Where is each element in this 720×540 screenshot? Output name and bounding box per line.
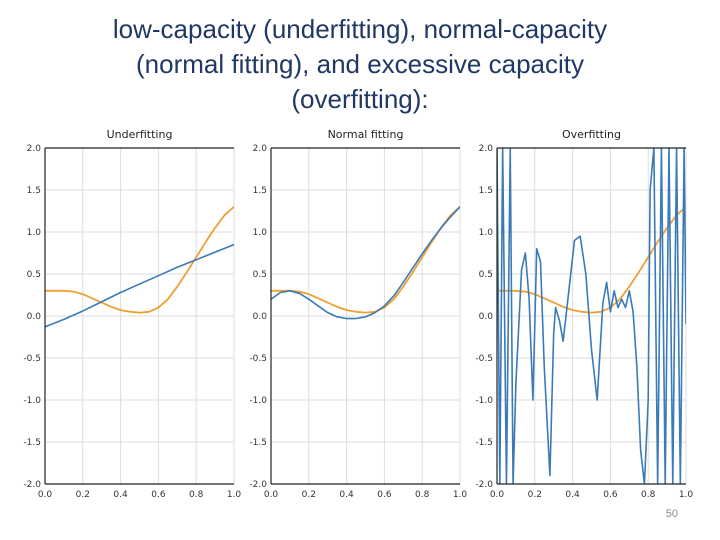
chart-normal-fitting: Normal fitting 2.0 1.5 1.0 0.5 0.0 -0.5 -1.0 -1.… [249, 128, 467, 500]
x-tick-label: 0.8 [415, 490, 430, 500]
x-tick-label: 0.6 [151, 490, 166, 500]
x-tick-label: 0.6 [377, 490, 392, 500]
true-function-line [271, 206, 460, 314]
slide-title-line-1: low-capacity (underfitting), normal-capa… [112, 14, 608, 44]
y-tick-label: 1.0 [479, 228, 494, 238]
y-tick-label: -2.0 [23, 480, 41, 490]
y-tick-label: 1.5 [27, 186, 41, 196]
y-tick-label: -2.0 [475, 480, 493, 490]
y-tick-label: 0.5 [253, 270, 267, 280]
y-tick-label: 1.5 [253, 186, 267, 196]
x-tick-label: 0.8 [189, 490, 204, 500]
x-tick-label: 1.0 [679, 490, 694, 500]
x-tick-label: 0.2 [528, 490, 542, 500]
series-group [497, 148, 686, 484]
x-tick-label: 0.6 [603, 490, 618, 500]
x-tick-label: 0.8 [641, 490, 656, 500]
y-tick-label: 2.0 [27, 144, 42, 154]
chart-panel-underfitting: Underfitting 2.0 1.5 1.0 0.5 0.0 -0.5 -1.0 -1.5 -… [12, 128, 241, 510]
x-tick-label: 1.0 [227, 490, 242, 500]
chart-title: Overfitting [562, 128, 621, 141]
true-function-line [45, 206, 234, 314]
chart-underfitting: Underfitting 2.0 1.5 1.0 0.5 0.0 -0.5 -1.0 -1.5 -… [23, 128, 241, 500]
y-tick-label: 0.5 [479, 270, 493, 280]
y-tick-label: 1.0 [253, 228, 268, 238]
y-tick-label: 2.0 [253, 144, 268, 154]
slide-title-line-2: (normal fitting), and excessive capacity [136, 49, 584, 79]
x-tick-label: 0.0 [490, 490, 505, 500]
chart-overfitting: Overfitting 2.0 1.5 1.0 0.5 0.0 -0.5 -1.0 -1.5 -2… [475, 128, 693, 500]
y-tick-label: -1.0 [475, 396, 493, 406]
model-fit-line [271, 206, 460, 320]
y-tick-label: -1.0 [23, 396, 41, 406]
y-tick-label: -1.5 [249, 438, 267, 448]
y-tick-label: -1.5 [23, 438, 41, 448]
series-group [45, 206, 234, 328]
y-tick-label: -0.5 [249, 354, 267, 364]
y-tick-label: 0.0 [479, 312, 494, 322]
chart-title: Normal fitting [328, 128, 404, 141]
slide-title-line-3: (overfitting): [291, 84, 429, 114]
x-tick-label: 0.0 [264, 490, 279, 500]
series-group [271, 206, 460, 320]
slide-title: low-capacity (underfitting), normal-capa… [0, 12, 720, 117]
y-tick-label: -1.0 [249, 396, 267, 406]
chart-panel-normal-fitting: Normal fitting 2.0 1.5 1.0 0.5 0.0 -0.5 -1.0 -1.… [238, 128, 467, 510]
x-tick-label: 0.4 [339, 490, 354, 500]
chart-title: Underfitting [107, 128, 173, 141]
x-tick-label: 0.4 [113, 490, 128, 500]
y-tick-label: -0.5 [475, 354, 493, 364]
y-tick-label: 0.5 [27, 270, 41, 280]
y-tick-label: 0.0 [27, 312, 42, 322]
chart-panel-overfitting: Overfitting 2.0 1.5 1.0 0.5 0.0 -0.5 -1.0 -1.5 -2… [464, 128, 693, 510]
x-tick-label: 0.2 [302, 490, 316, 500]
x-tick-label: 1.0 [453, 490, 468, 500]
y-tick-label: -0.5 [23, 354, 41, 364]
x-tick-label: 0.2 [76, 490, 90, 500]
y-tick-label: -2.0 [249, 480, 267, 490]
y-tick-label: 0.0 [253, 312, 268, 322]
y-tick-label: 2.0 [479, 144, 494, 154]
y-tick-label: -1.5 [475, 438, 493, 448]
x-tick-label: 0.0 [38, 490, 53, 500]
x-tick-label: 0.4 [565, 490, 580, 500]
page-number: 50 [665, 508, 678, 520]
y-tick-label: 1.5 [479, 186, 493, 196]
y-tick-label: 1.0 [27, 228, 42, 238]
model-fit-line [497, 148, 686, 484]
model-fit-line [45, 243, 234, 328]
